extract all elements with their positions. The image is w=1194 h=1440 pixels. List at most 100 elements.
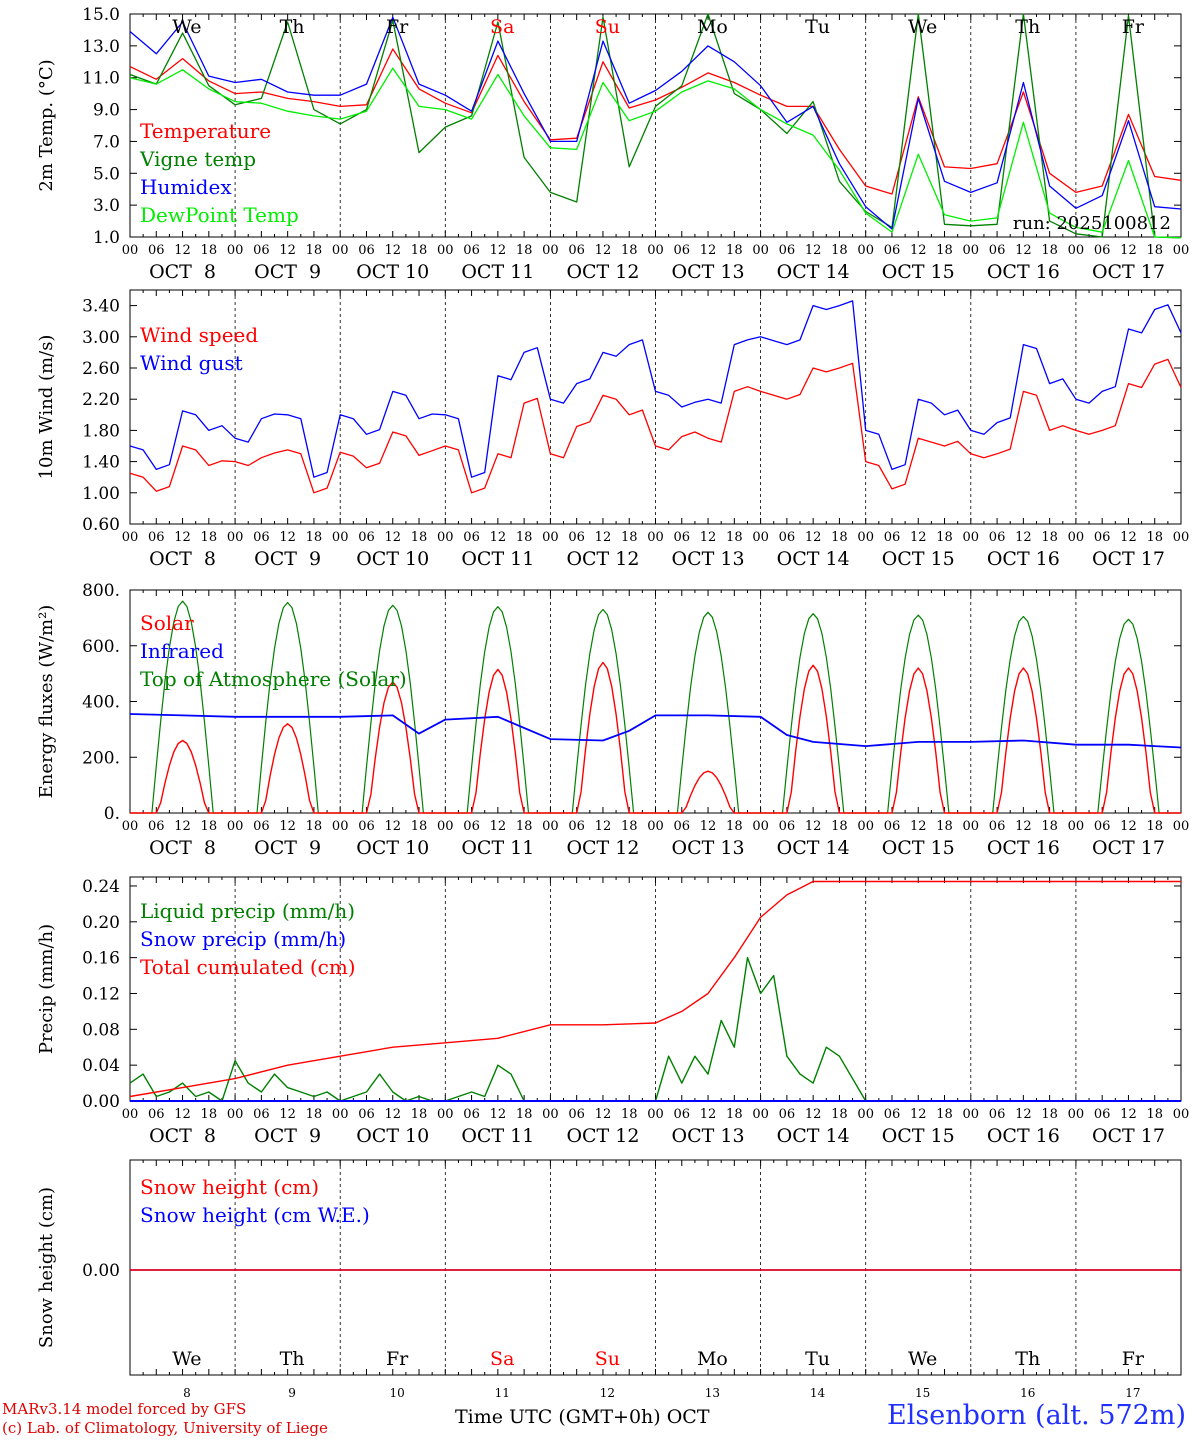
hour-tick-label: 06 — [989, 530, 1006, 545]
hour-tick-label: 12 — [490, 530, 507, 545]
hour-tick-label: 06 — [1094, 243, 1111, 258]
hour-tick-label: 00 — [647, 819, 664, 834]
hour-tick-label: 12 — [279, 243, 296, 258]
day-label: OCT 14 — [777, 261, 850, 283]
weekday-label: Th — [280, 16, 305, 38]
hour-tick-label: 18 — [411, 819, 428, 834]
hour-tick-label: 06 — [884, 819, 901, 834]
hour-tick-label: 00 — [437, 1107, 454, 1122]
hour-tick-label: 06 — [674, 819, 691, 834]
day-label: OCT 12 — [566, 837, 639, 859]
legend-entry: Wind gust — [140, 351, 243, 375]
series-line-vigne-temp — [129, 13, 1182, 239]
hour-tick-label: 12 — [700, 530, 717, 545]
y-axis-label-5: Snow height (cm) — [36, 1187, 57, 1348]
hour-tick-label: 12 — [384, 243, 401, 258]
hour-tick-label: 00 — [332, 819, 349, 834]
hour-tick-label: 18 — [1041, 819, 1058, 834]
hour-tick-label: 12 — [490, 1107, 507, 1122]
day-label: OCT 17 — [1092, 1125, 1165, 1147]
hour-tick-label: 00 — [963, 1107, 980, 1122]
hour-tick-label: 00 — [752, 243, 769, 258]
y-tick-label: 0.08 — [82, 1020, 120, 1040]
weekday-label: Su — [595, 1348, 620, 1370]
hour-tick-label: 06 — [568, 530, 585, 545]
hour-tick-label: 06 — [463, 819, 480, 834]
y-tick-label: 600. — [82, 637, 120, 657]
hour-tick-label: 00 — [963, 530, 980, 545]
day-label: OCT 17 — [1092, 548, 1165, 570]
y-tick-label: 1.40 — [82, 453, 120, 473]
legend-entry: Snow precip (mm/h) — [140, 927, 346, 951]
hour-tick-label: 00 — [542, 530, 559, 545]
weekday-label: Tu — [805, 16, 830, 38]
y-tick-label: 15.0 — [82, 5, 120, 25]
hour-tick-label: 12 — [595, 819, 612, 834]
weekday-label: Sa — [490, 16, 514, 38]
hour-tick-label: 00 — [332, 1107, 349, 1122]
hour-tick-label: 00 — [227, 243, 244, 258]
hour-tick-label: 06 — [568, 243, 585, 258]
y-tick-label: 3.40 — [82, 297, 120, 317]
hour-tick-label: 00 — [227, 530, 244, 545]
day-label: OCT 12 — [566, 261, 639, 283]
hour-tick-label: 18 — [726, 1107, 743, 1122]
day-label: OCT 17 — [1092, 837, 1165, 859]
hour-tick-label: 12 — [490, 819, 507, 834]
legend-entry: Temperature — [140, 119, 271, 143]
series-line-wind-gust — [129, 300, 1182, 478]
hour-tick-label: 18 — [516, 819, 533, 834]
hour-tick-label: 06 — [568, 819, 585, 834]
y-tick-label: 800. — [82, 581, 120, 601]
hour-tick-label: 12 — [910, 530, 927, 545]
legend-entry: DewPoint Temp — [140, 203, 299, 227]
hour-tick-label: 00 — [437, 530, 454, 545]
hour-tick-label: 00 — [1068, 1107, 1085, 1122]
hour-tick-label: 12 — [805, 819, 822, 834]
day-label: OCT 12 — [566, 1125, 639, 1147]
weekday-label: We — [172, 1348, 201, 1370]
day-label: OCT 16 — [987, 1125, 1060, 1147]
hour-tick-label: 06 — [779, 1107, 796, 1122]
hour-tick-label: 12 — [1015, 819, 1032, 834]
hour-tick-label: 18 — [411, 243, 428, 258]
hour-tick-label: 18 — [516, 243, 533, 258]
y-tick-label: 1.00 — [82, 484, 120, 504]
day-label: OCT 9 — [254, 261, 321, 283]
hour-tick-label: 18 — [516, 530, 533, 545]
legend-entry: Top of Atmosphere (Solar) — [140, 667, 407, 691]
series-line-liquid-precip-mm-h- — [129, 956, 1181, 1102]
weekday-label: We — [172, 16, 201, 38]
hour-tick-label: 06 — [358, 530, 375, 545]
day-number-label: 11 — [495, 1386, 510, 1400]
hour-tick-label: 06 — [1094, 1107, 1111, 1122]
hour-tick-label: 18 — [831, 1107, 848, 1122]
hour-tick-label: 00 — [963, 819, 980, 834]
y-axis-label-3: Energy fluxes (W/m²) — [36, 605, 57, 799]
y-tick-label: 2.60 — [82, 359, 120, 379]
day-number-label: 14 — [810, 1386, 826, 1400]
hour-tick-label: 06 — [358, 819, 375, 834]
hour-tick-label: 00 — [437, 243, 454, 258]
hour-tick-label: 12 — [279, 530, 296, 545]
day-label: OCT 13 — [672, 261, 745, 283]
series-line-dewpoint-temp — [129, 67, 1182, 239]
hour-tick-label: 06 — [1094, 530, 1111, 545]
hour-tick-label: 06 — [148, 819, 165, 834]
hour-tick-label: 06 — [674, 1107, 691, 1122]
hour-tick-label: 00 — [857, 243, 874, 258]
hour-tick-label: 00 — [1173, 819, 1190, 834]
legend-entry: Liquid precip (mm/h) — [140, 899, 355, 923]
hour-tick-label: 12 — [1120, 1107, 1137, 1122]
hour-tick-label: 06 — [989, 1107, 1006, 1122]
hour-tick-label: 18 — [936, 243, 953, 258]
x-axis-title: Time UTC (GMT+0h) OCT — [455, 1406, 710, 1428]
hour-tick-label: 18 — [621, 1107, 638, 1122]
hour-tick-label: 12 — [595, 1107, 612, 1122]
day-label: OCT 13 — [672, 548, 745, 570]
hour-tick-label: 06 — [884, 243, 901, 258]
hour-tick-label: 18 — [936, 530, 953, 545]
hour-tick-label: 06 — [884, 530, 901, 545]
y-tick-label: 0. — [104, 804, 120, 824]
hour-tick-label: 06 — [779, 530, 796, 545]
